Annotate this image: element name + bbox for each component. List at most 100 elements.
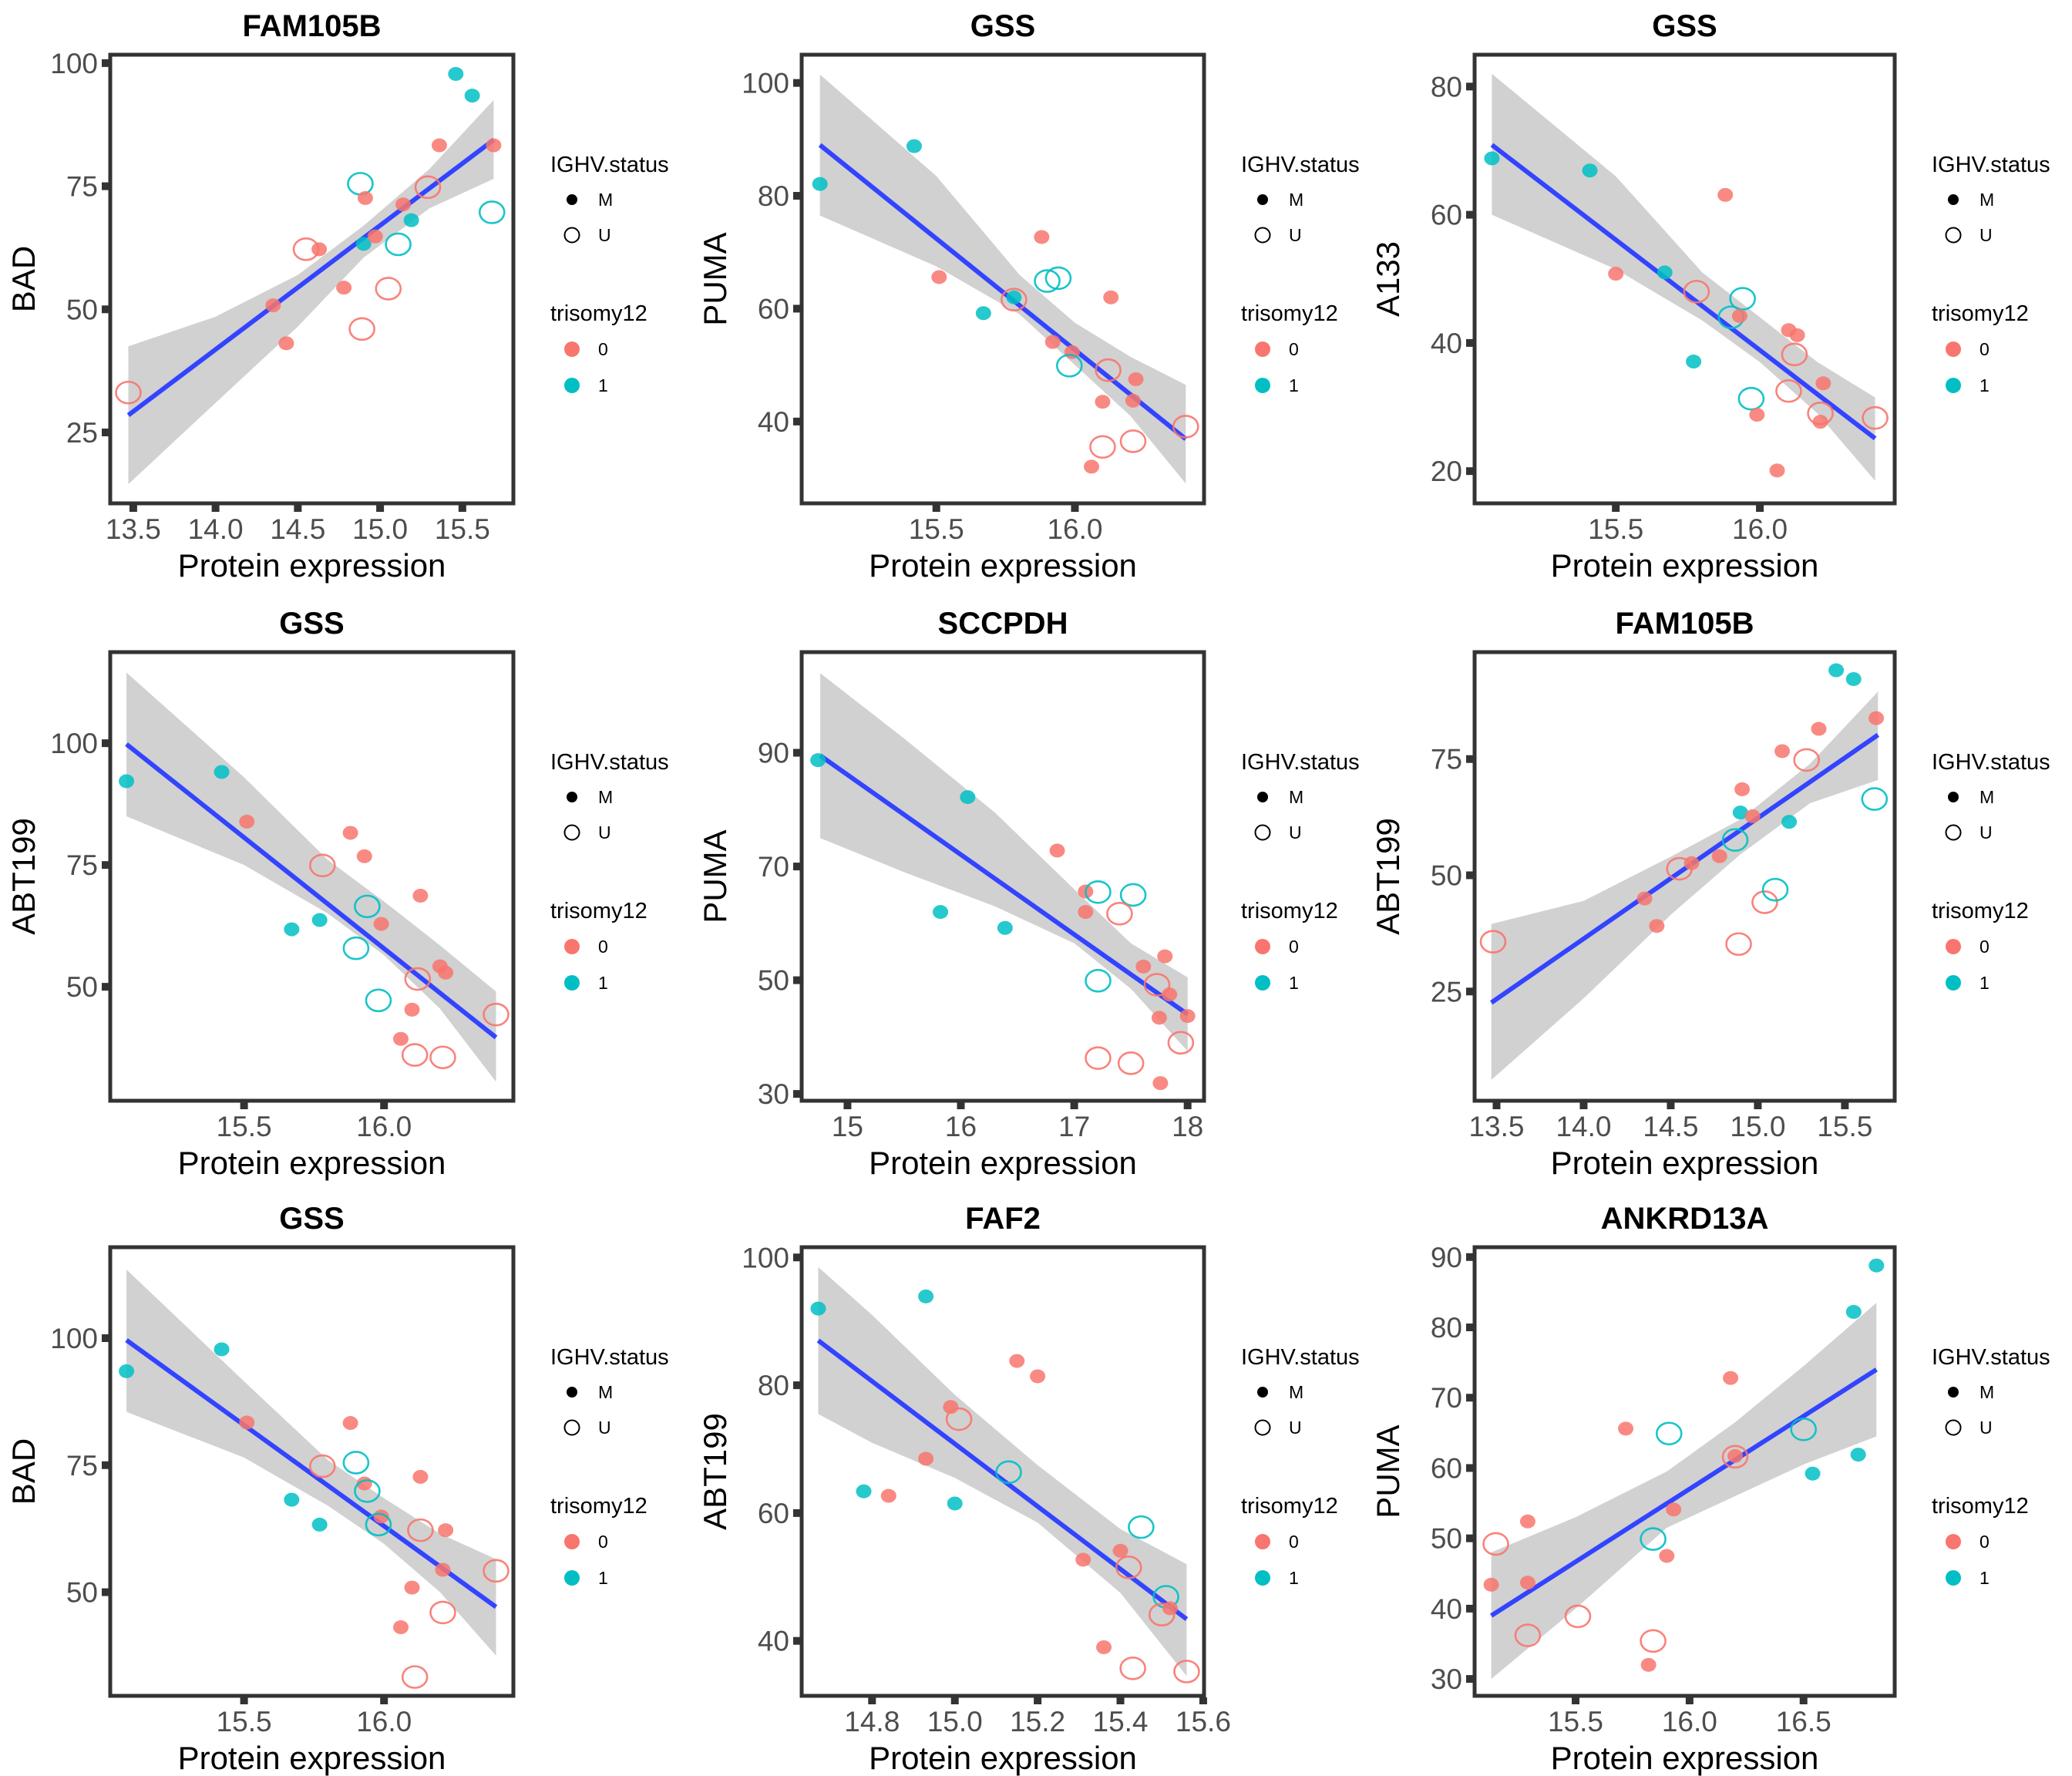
data-point-filled	[975, 306, 991, 321]
legend-key-color-icon	[1255, 975, 1270, 991]
confidence-ribbon	[126, 672, 496, 1082]
data-point-open	[1514, 1623, 1542, 1647]
data-point-filled	[810, 753, 826, 768]
legend-key-color-icon	[564, 975, 580, 991]
y-tick-mark	[1466, 467, 1473, 476]
data-point-filled	[1815, 376, 1832, 391]
legend-title-ighv: IGHV.status	[1932, 153, 2050, 177]
x-tick-label: 18	[1172, 1111, 1203, 1142]
panel-border	[1472, 52, 1897, 506]
data-point-filled	[284, 1492, 300, 1507]
legend-label: 1	[598, 1568, 608, 1588]
x-tick-label: 14.0	[1556, 1111, 1611, 1142]
data-point-open	[1479, 930, 1507, 954]
x-tick-mark	[1572, 1697, 1580, 1704]
legend-key-open-circle-icon	[1254, 1419, 1271, 1436]
legend-label: 1	[1980, 375, 1990, 395]
y-tick-mark	[1466, 338, 1473, 347]
data-point-open	[1725, 932, 1752, 957]
data-point-filled	[356, 849, 372, 863]
legend-label: 1	[1289, 375, 1299, 395]
y-tick-mark	[793, 1090, 800, 1098]
data-point-filled	[278, 336, 294, 351]
legend-label: U	[598, 225, 611, 245]
x-tick-mark	[1071, 505, 1079, 512]
data-point-filled	[342, 1416, 358, 1431]
data-point-filled	[1732, 806, 1748, 820]
x-tick-mark	[957, 1102, 965, 1109]
data-point-open	[1751, 890, 1778, 914]
data-point-open	[1085, 969, 1112, 993]
legend-title-trisomy12: trisomy12	[1932, 1494, 2029, 1519]
data-point-open	[1119, 883, 1147, 907]
data-point-open	[1721, 1445, 1749, 1469]
data-point-open	[478, 200, 506, 224]
y-tick-label: 80	[1431, 1312, 1462, 1344]
data-point-open	[483, 1559, 510, 1583]
data-point-filled	[284, 922, 300, 937]
x-axis-title: Protein expression	[869, 1740, 1137, 1776]
legend-label: M	[1980, 190, 1994, 210]
data-point-filled	[239, 814, 255, 829]
data-point-open	[342, 936, 370, 960]
data-point-open	[1861, 787, 1889, 811]
data-point-open	[1085, 1046, 1112, 1070]
confidence-ribbon	[1491, 691, 1879, 1080]
panel-title: GSS	[279, 607, 344, 641]
data-point-filled	[1850, 1448, 1866, 1462]
x-tick-label: 15.0	[352, 513, 408, 545]
confidence-ribbon	[128, 99, 494, 485]
panel-border	[108, 650, 516, 1103]
x-axis-title: Protein expression	[869, 1145, 1137, 1181]
y-tick-mark	[1466, 1253, 1473, 1261]
legend-label: M	[1289, 1382, 1303, 1402]
data-point-open	[1089, 435, 1116, 459]
y-tick-label: 50	[66, 1577, 98, 1609]
data-point-open	[429, 1600, 456, 1625]
data-point-open	[1729, 287, 1756, 311]
y-tick-mark	[793, 304, 800, 313]
data-point-filled	[355, 237, 372, 251]
legend-title-trisomy12: trisomy12	[1932, 301, 2029, 326]
x-tick-label: 13.5	[1468, 1111, 1524, 1142]
legend-key-color-icon	[1255, 939, 1270, 954]
y-tick-mark	[793, 1636, 800, 1645]
y-tick-label: 30	[1431, 1663, 1462, 1695]
data-point-filled	[403, 213, 419, 227]
x-tick-mark	[380, 1697, 388, 1704]
data-point-filled	[486, 138, 502, 153]
data-point-open	[1564, 1604, 1592, 1629]
y-tick-mark	[102, 59, 109, 67]
data-point-filled	[1649, 919, 1665, 933]
legend-key-color-icon	[1946, 341, 1961, 357]
y-axis-title: ABT199	[5, 818, 42, 935]
legend-label: 0	[1980, 1532, 1990, 1552]
legend-label: U	[1980, 822, 1993, 843]
data-point-open	[407, 1518, 434, 1542]
panel-border	[1472, 650, 1897, 1103]
legend-key-color-icon	[1946, 939, 1961, 954]
data-point-filled	[1095, 395, 1111, 409]
x-tick-mark	[458, 505, 466, 512]
data-point-filled	[1128, 372, 1144, 386]
data-point-filled	[918, 1451, 934, 1466]
data-point-filled	[1030, 1369, 1046, 1384]
legend-key-color-icon	[564, 939, 580, 954]
data-point-open	[1640, 1527, 1667, 1551]
regression-line	[818, 143, 1188, 441]
data-point-open	[375, 277, 402, 301]
data-point-filled	[1686, 355, 1702, 369]
legend-key-color-icon	[564, 1570, 580, 1586]
y-tick-label: 25	[1431, 976, 1462, 1007]
scatter-panel: SCCPDH 15 16 17 18 30 50 70 90 Protein expression…	[697, 607, 1360, 1181]
data-point-filled	[1640, 1657, 1657, 1672]
data-point-filled	[1483, 1577, 1499, 1592]
legend-key-filled-circle-icon	[567, 792, 577, 802]
legend-key-open-circle-icon	[1254, 227, 1271, 244]
legend-title-trisomy12: trisomy12	[550, 1494, 648, 1519]
legend-label: M	[1980, 1382, 1994, 1402]
data-point-filled	[1151, 1011, 1167, 1025]
legend-label: U	[598, 1418, 611, 1438]
y-tick-mark	[1466, 1604, 1473, 1613]
y-tick-label: 30	[758, 1078, 789, 1110]
